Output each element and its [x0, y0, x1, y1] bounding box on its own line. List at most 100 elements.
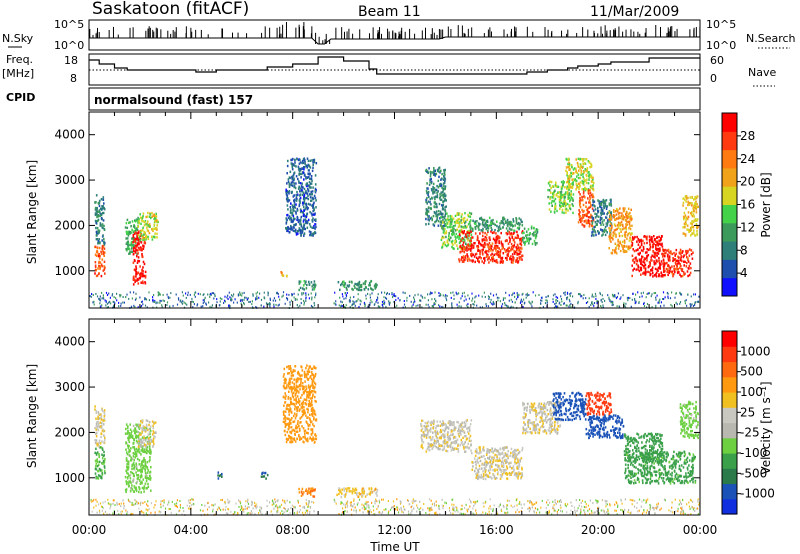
ground-scatter — [375, 300, 377, 303]
data-cell — [519, 258, 521, 261]
ground-scatter — [492, 303, 494, 306]
data-cell — [480, 217, 482, 220]
data-cell — [291, 204, 294, 207]
data-cell — [97, 210, 99, 213]
data-cell — [309, 232, 312, 236]
data-cell — [152, 235, 155, 238]
ground-scatter — [456, 293, 458, 296]
data-cell — [477, 249, 480, 252]
data-cell — [457, 247, 459, 250]
data-cell — [97, 219, 99, 223]
ground-scatter — [252, 294, 254, 297]
data-cell — [299, 280, 302, 283]
ground-scatter — [239, 293, 241, 296]
data-cell — [627, 247, 629, 250]
data-cell — [133, 464, 136, 467]
data-cell — [623, 241, 626, 244]
ground-scatter — [358, 306, 360, 308]
data-cell — [94, 212, 97, 215]
ground-scatter — [382, 302, 384, 305]
ground-scatter — [438, 292, 440, 294]
data-cell — [296, 207, 299, 211]
ground-scatter — [540, 302, 542, 305]
data-cell — [442, 242, 445, 245]
data-cell — [310, 231, 312, 234]
data-cell — [295, 203, 297, 206]
data-cell — [96, 427, 99, 430]
data-cell — [432, 214, 435, 218]
data-cell — [476, 245, 478, 248]
data-cell — [102, 454, 105, 458]
data-cell — [686, 256, 688, 259]
cpid-frame — [88, 87, 701, 111]
data-cell — [617, 221, 620, 224]
data-cell — [586, 168, 589, 171]
ground-scatter — [185, 292, 187, 295]
data-cell — [633, 237, 635, 240]
data-cell — [617, 212, 620, 215]
data-cell — [293, 223, 295, 227]
ground-scatter — [431, 305, 433, 307]
data-cell — [561, 196, 563, 199]
data-cell — [103, 441, 105, 444]
data-cell — [295, 199, 298, 202]
data-cell — [535, 232, 538, 236]
data-cell — [142, 212, 145, 215]
data-cell — [136, 279, 138, 282]
data-cell — [582, 158, 585, 161]
data-cell — [518, 257, 521, 260]
data-cell — [134, 435, 137, 438]
data-cell — [481, 250, 484, 253]
ground-scatter — [385, 297, 388, 300]
data-cell — [581, 216, 583, 220]
data-cell — [472, 219, 474, 222]
data-cell — [484, 251, 486, 254]
data-cell — [451, 239, 454, 243]
data-cell — [568, 163, 571, 166]
data-cell — [690, 213, 693, 216]
data-cell — [696, 203, 698, 206]
data-cell — [94, 213, 97, 217]
ground-scatter — [369, 296, 371, 299]
data-cell — [129, 250, 131, 254]
data-cell — [140, 274, 143, 277]
data-cell — [95, 274, 98, 278]
data-cell — [689, 226, 692, 230]
data-cell — [570, 196, 572, 199]
data-cell — [103, 247, 106, 250]
data-cell — [663, 249, 665, 252]
data-cell — [581, 179, 584, 183]
data-cell — [586, 221, 588, 225]
data-cell — [577, 163, 579, 166]
data-cell — [96, 431, 98, 434]
data-cell — [534, 236, 537, 240]
data-cell — [592, 176, 594, 179]
data-cell — [499, 249, 502, 252]
data-cell — [623, 239, 626, 242]
data-cell — [450, 240, 453, 244]
data-cell — [518, 248, 520, 252]
data-cell — [156, 224, 158, 227]
data-cell — [494, 228, 496, 232]
data-cell — [305, 206, 307, 209]
data-cell — [493, 239, 496, 242]
data-cell — [137, 423, 139, 426]
data-cell — [458, 237, 460, 240]
data-cell — [97, 424, 100, 428]
data-cell — [427, 200, 430, 203]
data-cell — [491, 231, 494, 235]
data-cell — [462, 243, 464, 247]
data-cell — [568, 205, 571, 208]
data-cell — [305, 189, 307, 193]
data-cell — [458, 218, 461, 221]
data-cell — [547, 182, 550, 185]
data-cell — [307, 172, 309, 175]
ground-scatter — [104, 299, 106, 302]
data-cell — [589, 173, 591, 176]
data-cell — [620, 230, 622, 233]
data-cell — [126, 432, 129, 435]
ground-scatter — [269, 299, 271, 301]
data-cell — [595, 233, 597, 237]
data-cell — [659, 267, 661, 270]
data-cell — [298, 288, 300, 292]
